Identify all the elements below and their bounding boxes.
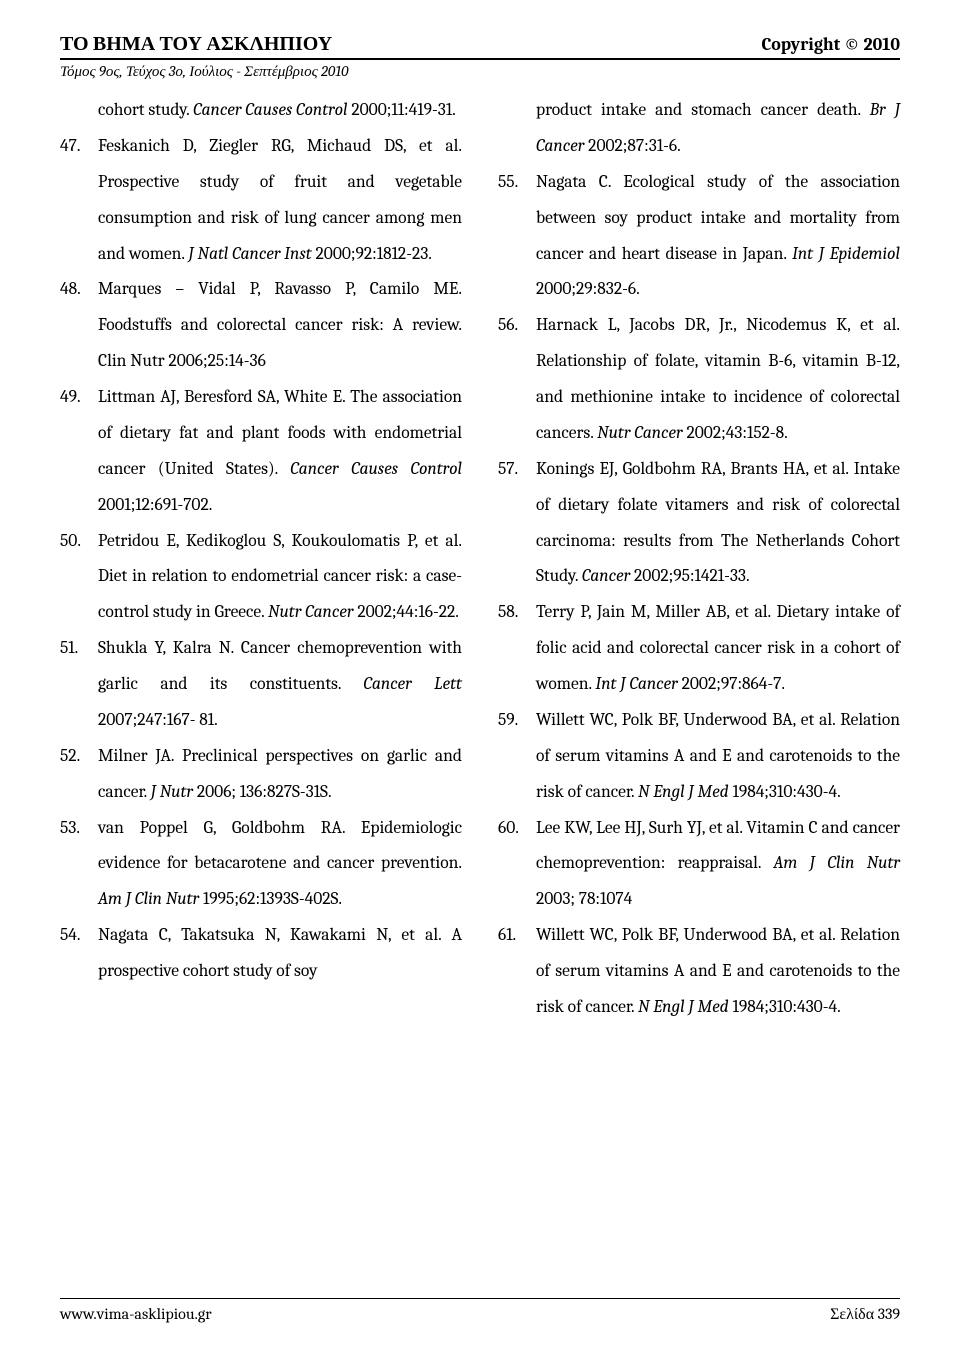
ref-number: 53. [60,811,98,919]
ref-number: 61. [498,918,536,1026]
issue-subtitle: Τόμος 9ος, Τεύχος 3ο, Ιούλιος - Σεπτέμβρ… [60,62,900,81]
ref-number: 56. [498,308,536,452]
ref-55: 55. Nagata C. Ecological study of the as… [498,165,900,309]
ref-number: 57. [498,452,536,596]
ref-53: 53. van Poppel G, Goldbohm RA. Epidemiol… [60,811,462,919]
ref-57: 57. Konings EJ, Goldbohm RA, Brants HA, … [498,452,900,596]
ref-text: Harnack L, Jacobs DR, Jr., Nicodemus K, … [536,308,900,452]
page-header: ΤΟ ΒΗΜΑ ΤΟΥ ΑΣΚΛΗΠΙΟΥ Copyright © 2010 [60,32,900,60]
ref-51: 51. Shukla Y, Kalra N. Cancer chemopreve… [60,631,462,739]
ref-number: 49. [60,380,98,524]
ref-text: Milner JA. Preclinical perspectives on g… [98,739,462,811]
ref-number: 58. [498,595,536,703]
footer-page-number: Σελίδα 339 [830,1305,900,1324]
ref-number: 48. [60,272,98,380]
ref-text: Shukla Y, Kalra N. Cancer chemopreventio… [98,631,462,739]
ref-text: Feskanich D, Ziegler RG, Michaud DS, et … [98,129,462,273]
ref-number: 60. [498,811,536,919]
ref-50: 50. Petridou E, Kedikoglou S, Koukouloma… [60,524,462,632]
ref-number: 50. [60,524,98,632]
copyright-text: Copyright © 2010 [761,34,900,55]
ref-47: 47. Feskanich D, Ziegler RG, Michaud DS,… [60,129,462,273]
reference-columns: cohort study. Cancer Causes Control 2000… [60,93,900,1026]
ref-text: Petridou E, Kedikoglou S, Koukoulomatis … [98,524,462,632]
journal-title: ΤΟ ΒΗΜΑ ΤΟΥ ΑΣΚΛΗΠΙΟΥ [60,32,332,56]
ref-text: Lee KW, Lee HJ, Surh YJ, et al. Vitamin … [536,811,900,919]
ref-number: 51. [60,631,98,739]
ref-number: 47. [60,129,98,273]
ref-number: 52. [60,739,98,811]
ref-text: Littman AJ, Beresford SA, White E. The a… [98,380,462,524]
page-footer: www.vima-asklipiou.gr Σελίδα 339 [60,1298,900,1324]
ref-text: Marques – Vidal P, Ravasso P, Camilo ME.… [98,272,462,380]
ref-number: 55. [498,165,536,309]
ref-number: 54. [60,918,98,990]
ref-60: 60. Lee KW, Lee HJ, Surh YJ, et al. Vita… [498,811,900,919]
ref-text: Willett WC, Polk BF, Underwood BA, et al… [536,918,900,1026]
ref-48: 48. Marques – Vidal P, Ravasso P, Camilo… [60,272,462,380]
left-column: cohort study. Cancer Causes Control 2000… [60,93,462,1026]
ref-54: 54. Nagata C, Takatsuka N, Kawakami N, e… [60,918,462,990]
ref-56: 56. Harnack L, Jacobs DR, Jr., Nicodemus… [498,308,900,452]
ref-46-continuation: cohort study. Cancer Causes Control 2000… [60,93,462,129]
ref-54-continuation: product intake and stomach cancer death.… [498,93,900,165]
ref-text: Nagata C, Takatsuka N, Kawakami N, et al… [98,918,462,990]
ref-61: 61. Willett WC, Polk BF, Underwood BA, e… [498,918,900,1026]
ref-58: 58. Terry P, Jain M, Miller AB, et al. D… [498,595,900,703]
ref-text: Terry P, Jain M, Miller AB, et al. Dieta… [536,595,900,703]
footer-url: www.vima-asklipiou.gr [60,1305,212,1324]
ref-text: Willett WC, Polk BF, Underwood BA, et al… [536,703,900,811]
right-column: product intake and stomach cancer death.… [498,93,900,1026]
ref-49: 49. Littman AJ, Beresford SA, White E. T… [60,380,462,524]
ref-59: 59. Willett WC, Polk BF, Underwood BA, e… [498,703,900,811]
ref-text: Nagata C. Ecological study of the associ… [536,165,900,309]
ref-number: 59. [498,703,536,811]
ref-text: Konings EJ, Goldbohm RA, Brants HA, et a… [536,452,900,596]
ref-52: 52. Milner JA. Preclinical perspectives … [60,739,462,811]
ref-text: van Poppel G, Goldbohm RA. Epidemiologic… [98,811,462,919]
